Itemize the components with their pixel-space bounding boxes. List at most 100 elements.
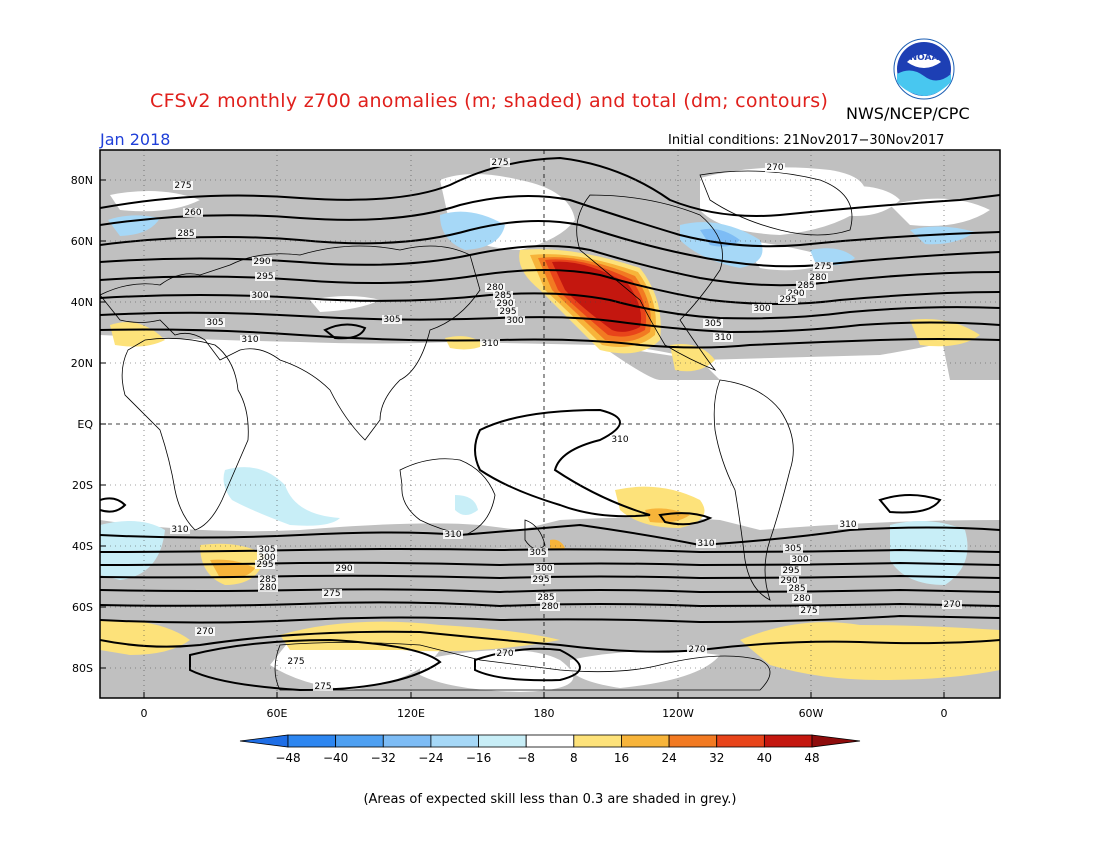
lat-label: 40S — [72, 540, 93, 553]
contour-label: 300 — [505, 316, 525, 326]
latitude-labels: 80N 60N 40N 20N EQ 20S 40S 60S 80S — [71, 174, 106, 675]
height-contours — [100, 156, 1000, 692]
lat-label: 40N — [71, 296, 93, 309]
svg-text:300: 300 — [506, 316, 523, 326]
contour-label: 310 — [240, 335, 260, 345]
colorbar-tick-label: −16 — [466, 751, 491, 765]
contour-label: 295 — [255, 560, 275, 570]
colorbar-tick-label: −48 — [275, 751, 300, 765]
contour-label: 275 — [813, 262, 833, 272]
colorbar-box — [763, 734, 813, 748]
colorbar-box — [573, 734, 622, 748]
forecast-month: Jan 2018 — [100, 130, 171, 149]
contour-label: 285 — [176, 229, 196, 239]
colorbar-tick-label: 8 — [570, 751, 578, 765]
svg-text:290: 290 — [335, 564, 352, 574]
contour-label: 275 — [799, 606, 819, 616]
svg-text:300: 300 — [753, 304, 770, 314]
svg-text:275: 275 — [287, 657, 304, 667]
svg-text:310: 310 — [714, 333, 731, 343]
svg-text:275: 275 — [814, 262, 831, 272]
lat-label: 20N — [71, 357, 93, 370]
colorbar-box — [525, 734, 575, 748]
contour-label: 275 — [313, 682, 333, 692]
svg-text:300: 300 — [251, 291, 268, 301]
svg-text:280: 280 — [486, 283, 503, 293]
svg-text:280: 280 — [793, 594, 810, 604]
lat-label: 60S — [72, 601, 93, 614]
svg-text:290: 290 — [787, 289, 804, 299]
svg-text:280: 280 — [259, 583, 276, 593]
svg-text:305: 305 — [704, 319, 721, 329]
svg-text:305: 305 — [258, 545, 275, 555]
contour-label: 285 — [787, 584, 807, 594]
svg-text:290: 290 — [496, 299, 513, 309]
svg-text:270: 270 — [766, 163, 783, 173]
contour-label: 280 — [808, 273, 828, 283]
contour-label: 280 — [792, 594, 812, 604]
colorbar-box — [621, 734, 670, 748]
contour-label: 275 — [286, 657, 306, 667]
svg-text:295: 295 — [256, 272, 273, 282]
contour-label: 300 — [534, 564, 554, 574]
contour-label: 290 — [786, 289, 806, 299]
lon-label: 60W — [799, 707, 824, 720]
svg-text:270: 270 — [196, 627, 213, 637]
contour-label: 295 — [778, 295, 798, 305]
svg-text:270: 270 — [943, 600, 960, 610]
colorbar-tick-label: 40 — [757, 751, 772, 765]
svg-text:285: 285 — [177, 229, 194, 239]
svg-text:310: 310 — [697, 539, 714, 549]
colorbar-box — [668, 734, 718, 748]
contour-label: 305 — [703, 319, 723, 329]
contour-label: 300 — [250, 291, 270, 301]
chart-title: CFSv2 monthly z700 anomalies (m; shaded)… — [150, 90, 829, 112]
contour-label: 300 — [257, 553, 277, 563]
colorbar-tick-label: −8 — [517, 751, 535, 765]
colorbar-tick-label: 24 — [661, 751, 676, 765]
colorbar-tick-label: −32 — [371, 751, 396, 765]
contour-label: 310 — [610, 435, 630, 445]
svg-text:300: 300 — [535, 564, 552, 574]
lon-label: 120W — [662, 707, 694, 720]
contour-label: 270 — [687, 645, 707, 655]
initial-conditions-label: Initial conditions: 21Nov2017−30Nov2017 — [668, 133, 945, 148]
contour-label: 295 — [781, 566, 801, 576]
contour-label: 310 — [170, 525, 190, 535]
lat-label: 80S — [72, 662, 93, 675]
svg-text:270: 270 — [688, 645, 705, 655]
colorbar-box — [382, 734, 432, 748]
svg-text:305: 305 — [529, 548, 546, 558]
contour-label: 305 — [783, 544, 803, 554]
contour-label: 270 — [495, 649, 515, 659]
lon-label: 0 — [941, 707, 948, 720]
contour-label: 290 — [779, 576, 799, 586]
longitude-labels: 0 60E 120E 180 120W 60W 0 — [141, 692, 948, 720]
noaa-logo-text: NOAA — [910, 53, 939, 63]
colorbar-tick-label: 16 — [614, 751, 629, 765]
lat-label: 60N — [71, 235, 93, 248]
contour-label: 275 — [490, 158, 510, 168]
lat-label: EQ — [77, 418, 93, 431]
colorbar-tick-label: 32 — [709, 751, 724, 765]
svg-text:310: 310 — [241, 335, 258, 345]
svg-text:300: 300 — [791, 555, 808, 565]
svg-text:290: 290 — [780, 576, 797, 586]
lon-label: 0 — [141, 707, 148, 720]
lon-label: 120E — [397, 707, 425, 720]
svg-text:280: 280 — [541, 602, 558, 612]
svg-text:295: 295 — [782, 566, 799, 576]
svg-text:260: 260 — [184, 208, 201, 218]
svg-text:285: 285 — [537, 593, 554, 603]
coastlines — [100, 170, 853, 691]
contour-label: 285 — [258, 575, 278, 585]
svg-text:310: 310 — [839, 520, 856, 530]
contour-label: 310 — [713, 333, 733, 343]
svg-text:295: 295 — [256, 560, 273, 570]
svg-text:270: 270 — [496, 649, 513, 659]
lat-label: 80N — [71, 174, 93, 187]
svg-text:275: 275 — [174, 181, 191, 191]
contour-label: 305 — [205, 318, 225, 328]
svg-text:290: 290 — [253, 257, 270, 267]
svg-text:305: 305 — [206, 318, 223, 328]
